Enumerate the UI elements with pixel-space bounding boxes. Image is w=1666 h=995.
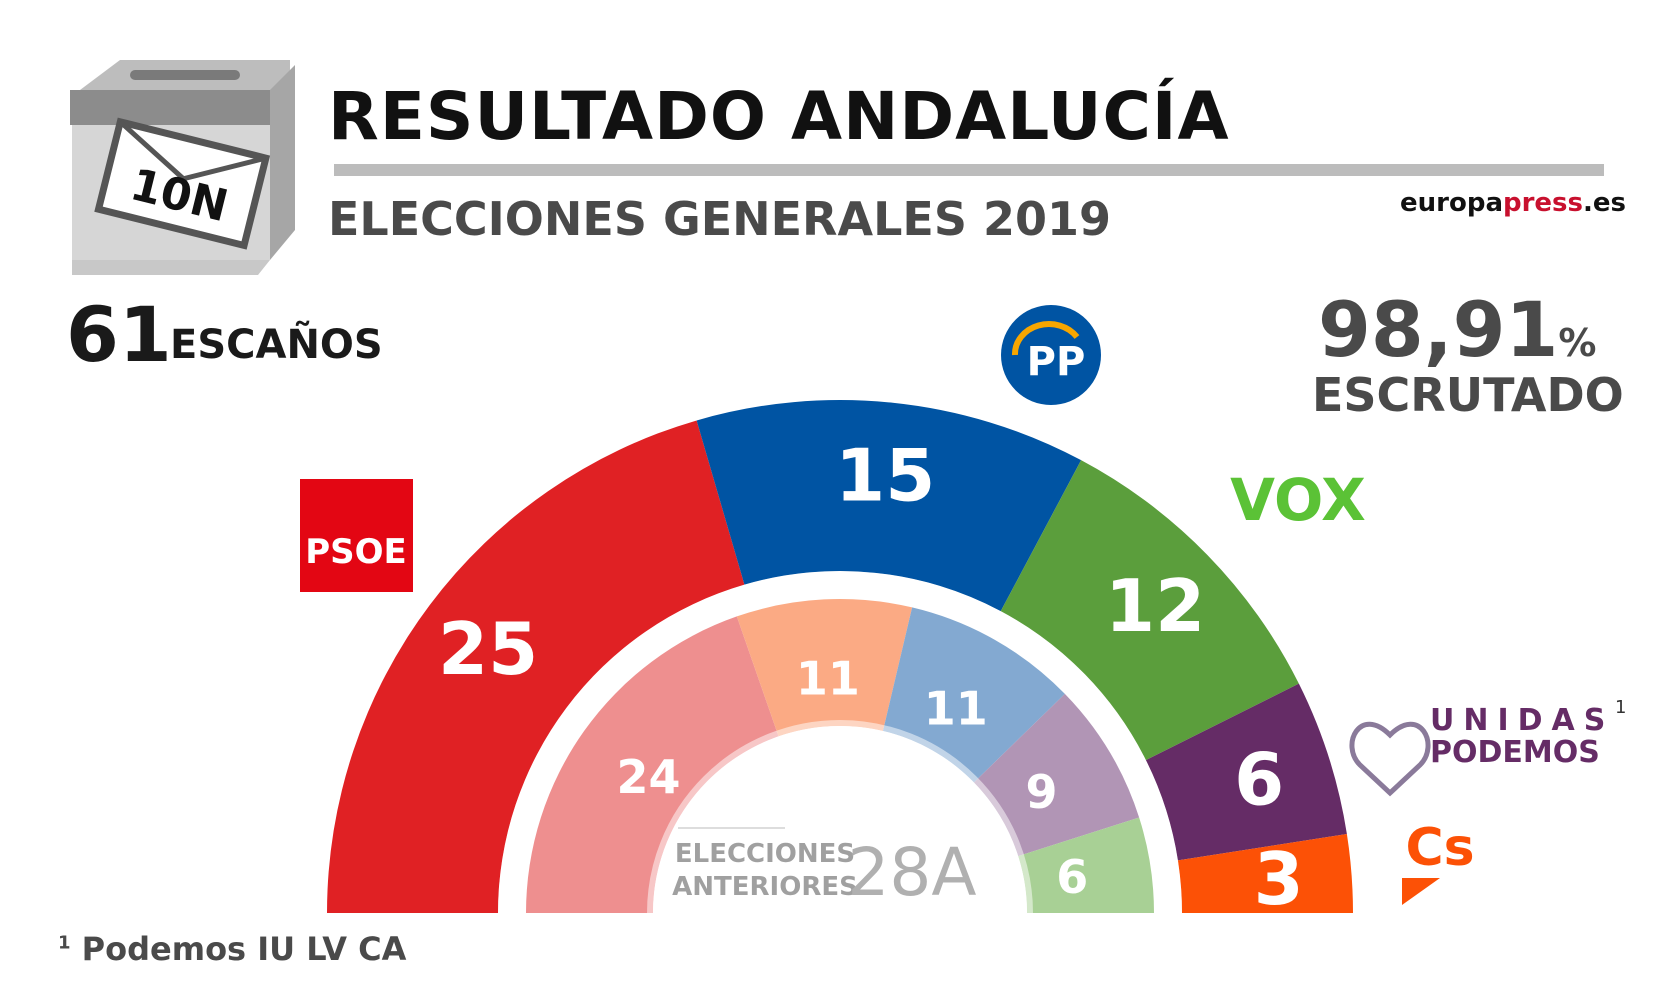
svg-text:ANTERIORES: ANTERIORES — [672, 872, 858, 902]
svg-text:ELECCIONES: ELECCIONES — [675, 839, 855, 869]
svg-text:1: 1 — [1615, 697, 1626, 718]
seat-value-label: 11 — [796, 651, 860, 705]
title-divider — [334, 164, 1604, 176]
seat-segment-psoe — [526, 616, 779, 913]
cs-logo: Cs — [1402, 818, 1475, 905]
seat-segment-vox — [1000, 460, 1299, 761]
seat-segment-cs — [1177, 834, 1353, 913]
ballot-box-icon: 10N — [70, 60, 295, 275]
seat-value-label: 6 — [1056, 850, 1088, 904]
unidas-podemos-logo: UNIDAS PODEMOS 1 — [1349, 697, 1626, 797]
seat-segment-pp — [696, 400, 1082, 612]
page-title: RESULTADO ANDALUCÍA — [328, 78, 1230, 155]
vox-logo: VOX — [1230, 466, 1366, 534]
seat-segment-unidas-podemos — [1145, 683, 1347, 861]
seat-value-label: 3 — [1254, 837, 1304, 921]
seat-value-label: 9 — [1025, 765, 1057, 819]
total-seats-label: ESCAÑOS — [170, 322, 383, 368]
seat-value-label: 12 — [1105, 564, 1205, 648]
svg-text:PSOE: PSOE — [305, 532, 407, 572]
chart-center — [646, 720, 1034, 919]
total-seats: 61 — [66, 290, 172, 379]
svg-text:Cs: Cs — [1405, 818, 1474, 878]
seat-segment-psoe — [327, 420, 745, 913]
seat-value-label: 6 — [1234, 737, 1284, 821]
svg-text:PP: PP — [1027, 339, 1086, 385]
svg-text:UNIDAS: UNIDAS — [1430, 703, 1614, 738]
seat-value-label: 11 — [924, 682, 988, 736]
seat-segment-pp — [882, 607, 1065, 783]
svg-text:28A: 28A — [847, 834, 976, 911]
footnote: 1 Podemos IU LV CA — [58, 930, 407, 968]
seat-segment-cs — [736, 598, 913, 737]
previous-election-label: ELECCIONES ANTERIORES 28A — [672, 827, 977, 911]
seat-value-label: 24 — [616, 750, 680, 804]
page-subtitle: ELECCIONES GENERALES 2019 — [328, 192, 1111, 246]
seat-value-label: 15 — [835, 434, 935, 518]
seat-value-label: 25 — [438, 607, 538, 691]
seat-segment-vox — [1018, 817, 1154, 913]
pp-logo: PP — [1001, 305, 1101, 405]
scrutiny-percent: 98,91% — [1318, 285, 1597, 374]
psoe-logo: PSOE — [300, 479, 413, 592]
seat-segment-unidas-podemos — [973, 693, 1140, 857]
svg-text:PODEMOS: PODEMOS — [1430, 735, 1600, 770]
brand-logo: europapress.es — [1400, 188, 1627, 218]
scrutiny-label: ESCRUTADO — [1312, 368, 1624, 422]
